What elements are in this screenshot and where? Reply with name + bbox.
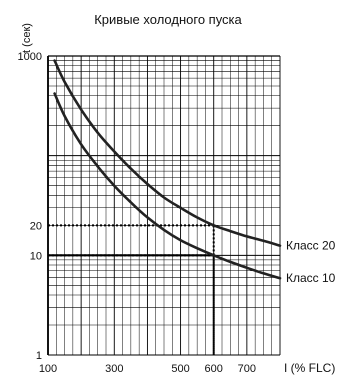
x-tick-label: 300 [105, 363, 123, 375]
series-curve-1 [53, 59, 282, 247]
chart-title: Кривые холодного пуска [94, 12, 242, 27]
series-curve-2 [53, 92, 282, 280]
grid [47, 55, 281, 356]
y-tick-label: 1 [36, 350, 42, 362]
series-labels: Класс 20 Класс 10 [286, 239, 336, 285]
series-label-2: Класс 10 [286, 271, 336, 285]
y-tick-label: 1000 [18, 51, 42, 63]
series-curves [53, 59, 282, 280]
y-axis-label: t (сек) [21, 23, 33, 53]
x-tick-label: 500 [171, 363, 189, 375]
reference-lines [48, 224, 215, 355]
x-axis-label: I (% FLC) [284, 361, 335, 375]
x-tick-label: 100 [39, 363, 57, 375]
tick-labels: 100 300 500 600 700 1 10 20 1000 [18, 51, 257, 375]
series-label-1: Класс 20 [286, 239, 336, 253]
x-tick-label: 700 [238, 363, 256, 375]
x-tick-label: 600 [205, 363, 223, 375]
y-tick-label: 10 [30, 250, 42, 262]
y-tick-label: 20 [30, 220, 42, 232]
